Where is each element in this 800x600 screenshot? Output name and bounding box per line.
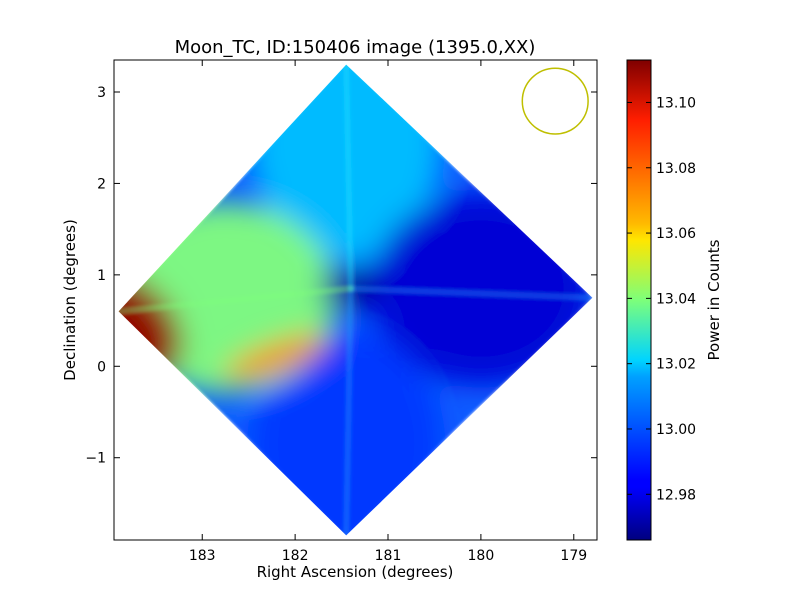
y-tick-label: 1 <box>97 268 106 284</box>
heatmap <box>118 64 593 536</box>
colorbar: 12.98 13.00 13.02 13.04 13.06 13.08 13.10 Powe… <box>626 59 723 541</box>
x-axis: 183 182 181 180 179 <box>189 60 587 564</box>
colorbar-tick-label: 13.08 <box>656 161 696 177</box>
y-axis-label: Declination (degrees) <box>61 219 79 381</box>
colorbar-tick-label: 13.04 <box>656 291 696 307</box>
lobe-seam <box>343 285 354 536</box>
colorbar-label: Power in Counts <box>705 239 723 360</box>
x-tick-label: 181 <box>375 548 402 564</box>
lobe-seam <box>343 64 354 292</box>
colorbar-tick-label: 13.10 <box>656 95 696 111</box>
x-tick-label: 180 <box>468 548 495 564</box>
region-ridge-feature <box>224 334 329 381</box>
x-tick-label: 183 <box>189 548 216 564</box>
colorbar-ticks: 12.98 13.00 13.02 13.04 13.06 13.08 13.10 <box>627 95 696 503</box>
y-axis: −1 0 1 2 3 <box>85 85 597 467</box>
colorbar-tick-label: 13.02 <box>656 357 696 373</box>
x-tick-label: 179 <box>560 548 587 564</box>
x-axis-label: Right Ascension (degrees) <box>257 563 454 581</box>
y-tick-label: −1 <box>85 451 106 467</box>
y-tick-label: 2 <box>97 176 106 192</box>
y-tick-label: 3 <box>97 85 106 101</box>
lobe-seam <box>118 285 354 315</box>
colorbar-tick-label: 13.06 <box>656 226 696 242</box>
chart-title: Moon_TC, ID:150406 image (1395.0,XX) <box>175 37 536 58</box>
colorbar-gradient <box>626 59 652 541</box>
colorbar-tick-label: 13.00 <box>656 422 696 438</box>
lobe-seam <box>347 285 593 301</box>
beam-circle <box>521 67 589 135</box>
x-tick-label: 182 <box>282 548 309 564</box>
y-tick-label: 0 <box>97 359 106 375</box>
colorbar-tick-label: 12.98 <box>656 487 696 503</box>
plot-frame <box>113 59 598 541</box>
